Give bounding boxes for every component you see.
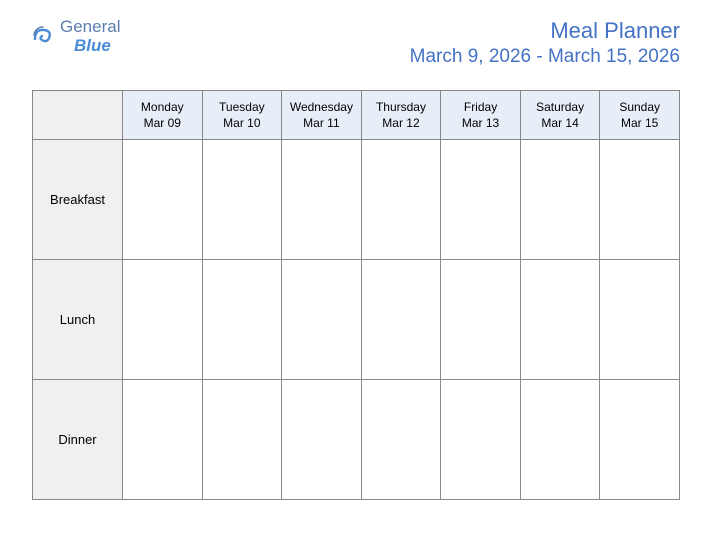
day-date: Mar 11 — [284, 115, 359, 131]
day-name: Thursday — [364, 99, 439, 115]
day-name: Friday — [443, 99, 518, 115]
day-header-sunday: Sunday Mar 15 — [600, 91, 680, 140]
date-range: March 9, 2026 - March 15, 2026 — [410, 46, 680, 68]
day-date: Mar 10 — [205, 115, 280, 131]
meal-cell[interactable] — [282, 260, 362, 380]
meal-cell[interactable] — [600, 260, 680, 380]
header: General Blue Meal Planner March 9, 2026 … — [0, 0, 712, 76]
logo-swirl-icon — [32, 25, 54, 47]
table-row-lunch: Lunch — [33, 260, 680, 380]
day-date: Mar 14 — [523, 115, 598, 131]
meal-planner-table: Monday Mar 09 Tuesday Mar 10 Wednesday M… — [32, 90, 680, 500]
meal-cell[interactable] — [123, 260, 203, 380]
meal-cell[interactable] — [202, 140, 282, 260]
day-date: Mar 09 — [125, 115, 200, 131]
meal-cell[interactable] — [441, 140, 521, 260]
logo-text-blue: Blue — [74, 37, 120, 54]
page-title: Meal Planner — [410, 18, 680, 44]
table-header-row: Monday Mar 09 Tuesday Mar 10 Wednesday M… — [33, 91, 680, 140]
meal-cell[interactable] — [520, 380, 600, 500]
title-block: Meal Planner March 9, 2026 - March 15, 2… — [410, 18, 680, 68]
meal-cell[interactable] — [123, 380, 203, 500]
meal-cell[interactable] — [600, 140, 680, 260]
meal-label-breakfast: Breakfast — [33, 140, 123, 260]
day-header-friday: Friday Mar 13 — [441, 91, 521, 140]
logo-text: General Blue — [60, 18, 120, 54]
meal-label-lunch: Lunch — [33, 260, 123, 380]
day-date: Mar 13 — [443, 115, 518, 131]
logo: General Blue — [32, 18, 120, 54]
table-row-breakfast: Breakfast — [33, 140, 680, 260]
day-header-thursday: Thursday Mar 12 — [361, 91, 441, 140]
meal-cell[interactable] — [361, 140, 441, 260]
day-name: Saturday — [523, 99, 598, 115]
day-header-monday: Monday Mar 09 — [123, 91, 203, 140]
meal-cell[interactable] — [520, 260, 600, 380]
table-corner-cell — [33, 91, 123, 140]
day-name: Wednesday — [284, 99, 359, 115]
meal-cell[interactable] — [282, 140, 362, 260]
day-header-wednesday: Wednesday Mar 11 — [282, 91, 362, 140]
table-row-dinner: Dinner — [33, 380, 680, 500]
meal-cell[interactable] — [600, 380, 680, 500]
meal-cell[interactable] — [361, 260, 441, 380]
meal-cell[interactable] — [520, 140, 600, 260]
meal-cell[interactable] — [202, 380, 282, 500]
logo-text-general: General — [60, 17, 120, 36]
day-name: Tuesday — [205, 99, 280, 115]
meal-cell[interactable] — [441, 260, 521, 380]
day-header-saturday: Saturday Mar 14 — [520, 91, 600, 140]
day-header-tuesday: Tuesday Mar 10 — [202, 91, 282, 140]
meal-cell[interactable] — [441, 380, 521, 500]
meal-cell[interactable] — [202, 260, 282, 380]
meal-cell[interactable] — [282, 380, 362, 500]
day-date: Mar 15 — [602, 115, 677, 131]
day-date: Mar 12 — [364, 115, 439, 131]
day-name: Sunday — [602, 99, 677, 115]
meal-label-dinner: Dinner — [33, 380, 123, 500]
day-name: Monday — [125, 99, 200, 115]
meal-cell[interactable] — [123, 140, 203, 260]
meal-cell[interactable] — [361, 380, 441, 500]
